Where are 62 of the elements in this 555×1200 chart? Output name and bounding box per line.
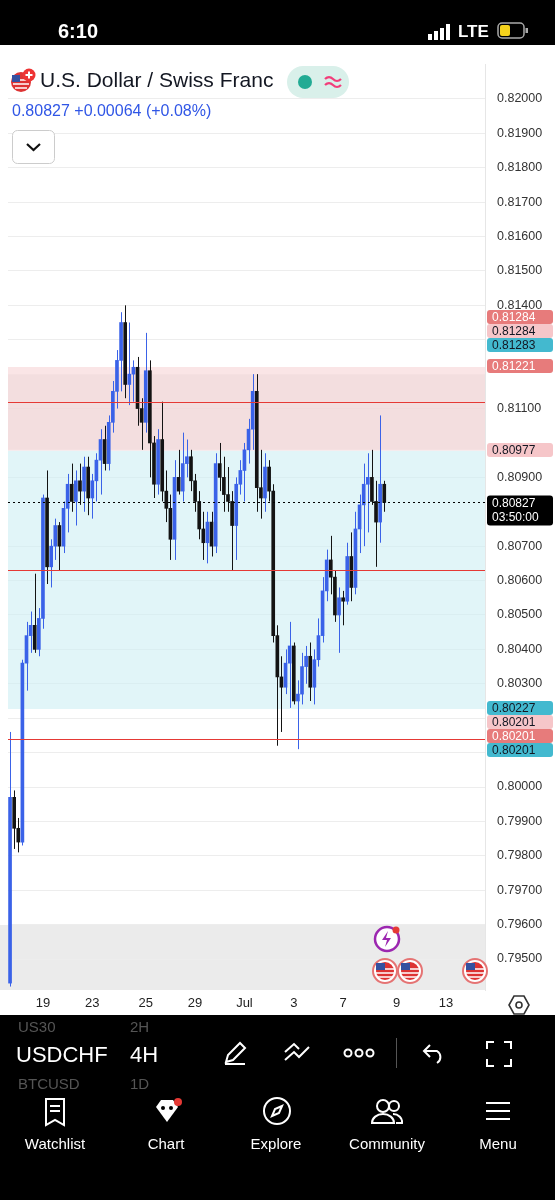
y-tick-label: 0.81100 xyxy=(497,401,542,416)
text: Chart xyxy=(146,1135,186,1152)
x-tick-label: 23 xyxy=(85,995,100,1011)
text: LTE xyxy=(458,22,489,42)
text: 0.80201 xyxy=(487,715,553,729)
text: 0.80227 xyxy=(487,701,553,715)
text: 2H xyxy=(130,1018,150,1035)
text: Menu xyxy=(478,1135,518,1152)
text: US30 xyxy=(18,1018,56,1035)
y-tick-label: 0.80500 xyxy=(497,607,543,622)
text: 1D xyxy=(130,1075,150,1092)
x-tick-label: 9 xyxy=(392,995,401,1011)
y-tick-label: 0.79700 xyxy=(497,882,543,897)
y-tick-label: 0.79500 xyxy=(497,951,543,966)
y-tick-label: 0.80700 xyxy=(497,538,543,553)
x-tick-label: 7 xyxy=(339,995,347,1011)
y-tick-label: 0.81500 xyxy=(497,263,543,278)
candlestick xyxy=(127,322,132,406)
y-tick-label: 0.80400 xyxy=(497,641,543,656)
ref-line-label: 0.80827 03:50:00 xyxy=(492,495,540,524)
text: 0.81284 xyxy=(487,324,553,338)
y-tick-label: 0.79900 xyxy=(497,813,543,828)
text: Community xyxy=(348,1135,426,1152)
text: BTCUSD xyxy=(18,1075,80,1092)
candlestick xyxy=(382,480,387,513)
x-tick-label: 19 xyxy=(35,995,51,1011)
y-tick-label: 0.79600 xyxy=(497,917,543,932)
y-tick-label: 0.81800 xyxy=(497,160,543,175)
x-tick-label: 13 xyxy=(438,995,454,1011)
y-tick-label: 0.81600 xyxy=(497,228,543,243)
chart-title: U.S. Dollar / Swiss Franc xyxy=(40,68,274,92)
y-tick-label: 0.80600 xyxy=(497,573,543,588)
text: 4H xyxy=(130,1042,159,1068)
candlestick xyxy=(337,586,341,654)
text: 0.81284 xyxy=(487,310,553,324)
y-tick-label: 0.80000 xyxy=(497,779,543,794)
text: USDCHF xyxy=(16,1042,108,1068)
text: 0.80201 xyxy=(487,743,553,757)
candlestick xyxy=(341,590,345,626)
y-tick-label: 0.80300 xyxy=(497,676,543,691)
x-tick-label: Jul xyxy=(236,995,253,1011)
candlestick xyxy=(217,442,222,492)
text: 0.80201 xyxy=(487,729,553,743)
text: 0.80977 xyxy=(487,443,553,457)
text: 6:10 xyxy=(58,20,99,43)
candlestick xyxy=(78,463,82,506)
candlestick xyxy=(69,463,74,513)
x-tick-label: 25 xyxy=(138,995,153,1011)
candlestick xyxy=(74,469,78,527)
text: Watchlist xyxy=(23,1135,87,1152)
y-tick-label: 0.80900 xyxy=(497,469,543,484)
x-tick-label: 3 xyxy=(290,995,298,1011)
y-tick-label: 0.81400 xyxy=(497,297,543,312)
text: 0.81221 xyxy=(487,359,553,373)
y-tick-label: 0.82000 xyxy=(497,91,543,106)
text: 0.81283 xyxy=(487,338,553,352)
y-tick-label: 0.81900 xyxy=(497,125,543,140)
y-tick-label: 0.79800 xyxy=(497,848,543,863)
text: 0.80827 +0.00064 (+0.08%) xyxy=(12,102,212,120)
x-tick-label: 29 xyxy=(187,995,203,1011)
y-tick-label: 0.81700 xyxy=(497,194,543,209)
text: Explore xyxy=(249,1135,303,1152)
